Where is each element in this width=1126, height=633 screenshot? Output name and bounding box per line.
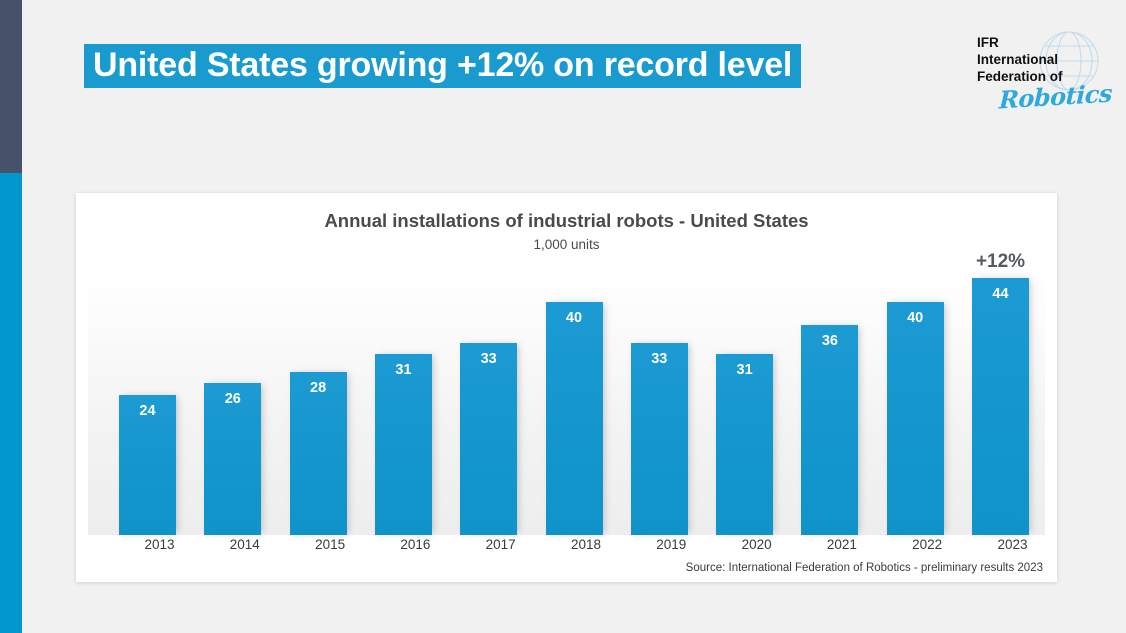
bar-value-label: 31 <box>395 362 412 379</box>
ifr-logo: IFR International Federation of Robotics <box>977 31 1113 115</box>
bar-2019[interactable]: 33 <box>630 342 688 535</box>
chart-title: Annual installations of industrial robot… <box>324 210 809 231</box>
bar-value-label: 33 <box>651 350 668 367</box>
left-accent-rail <box>0 0 22 633</box>
bar-value-label: 40 <box>565 309 583 326</box>
chart-plot-area: 24 26 28 31 33 40 33 31 36 40 44 +12% <box>88 251 1045 535</box>
x-axis-tick-2016: 2016 <box>400 537 431 552</box>
bar-series: 24 26 28 31 33 40 33 31 36 40 44 +12% <box>88 251 1045 535</box>
bar-2013[interactable]: 24 <box>119 395 176 535</box>
bar-2020[interactable]: 31 <box>716 354 774 535</box>
bar-value-label: 28 <box>310 379 327 396</box>
ifr-logo-wordmark: IFR International Federation of <box>977 34 1102 85</box>
bar-2022[interactable]: 40 <box>886 301 944 535</box>
x-axis-tick-2015: 2015 <box>315 537 346 552</box>
bar-2017[interactable]: 33 <box>460 342 518 535</box>
bar-2015[interactable]: 28 <box>289 371 347 535</box>
globe-icon <box>1039 31 1099 91</box>
x-axis-tick-2018: 2018 <box>570 537 602 552</box>
bar-value-label: 31 <box>736 362 753 379</box>
chart-subtitle: 1,000 units <box>533 237 600 252</box>
bar-2021[interactable]: 36 <box>801 325 859 535</box>
bar-2018[interactable]: 40 <box>545 301 603 535</box>
bar-value-label: 26 <box>224 391 241 408</box>
x-axis-tick-2014: 2014 <box>229 537 260 552</box>
bar-value-label: 33 <box>480 350 497 367</box>
ifr-logo-line2: International <box>977 52 1059 67</box>
bar-value-label: 36 <box>821 333 838 349</box>
bar-2016[interactable]: 31 <box>374 354 432 535</box>
x-axis: 2013 2014 2015 2016 2017 2018 2019 2020 2021 2022… <box>88 537 1045 559</box>
x-axis-tick-2020: 2020 <box>741 537 772 552</box>
page-title-text: United States growing +12% on record lev… <box>84 44 802 89</box>
x-axis-tick-2013: 2013 <box>144 537 175 552</box>
bar-value-label: 40 <box>907 309 924 326</box>
chart-panel: Annual installations of industrial robot… <box>76 193 1057 582</box>
growth-annotation: +12% <box>975 251 1026 273</box>
chart-source: Source: International Federation of Robo… <box>685 562 1043 574</box>
bar-value-label: 24 <box>139 403 156 419</box>
rail-segment-blue <box>0 173 22 633</box>
bar-2014[interactable]: 26 <box>204 383 262 535</box>
bar-2023[interactable]: 44 <box>972 278 1029 535</box>
ifr-logo-line3: Federation of <box>977 69 1063 84</box>
x-axis-tick-2021: 2021 <box>826 537 857 552</box>
x-axis-tick-2017: 2017 <box>485 537 516 552</box>
x-axis-tick-2019: 2019 <box>656 537 687 552</box>
bar-value-label: 44 <box>992 286 1009 303</box>
ifr-logo-line1: IFR <box>977 35 999 50</box>
x-axis-tick-2023: 2023 <box>997 537 1028 552</box>
rail-segment-dark <box>0 0 22 173</box>
page-title: United States growing +12% on record lev… <box>84 44 802 89</box>
x-axis-tick-2022: 2022 <box>912 537 943 552</box>
ifr-logo-script: Robotics <box>998 78 1113 115</box>
